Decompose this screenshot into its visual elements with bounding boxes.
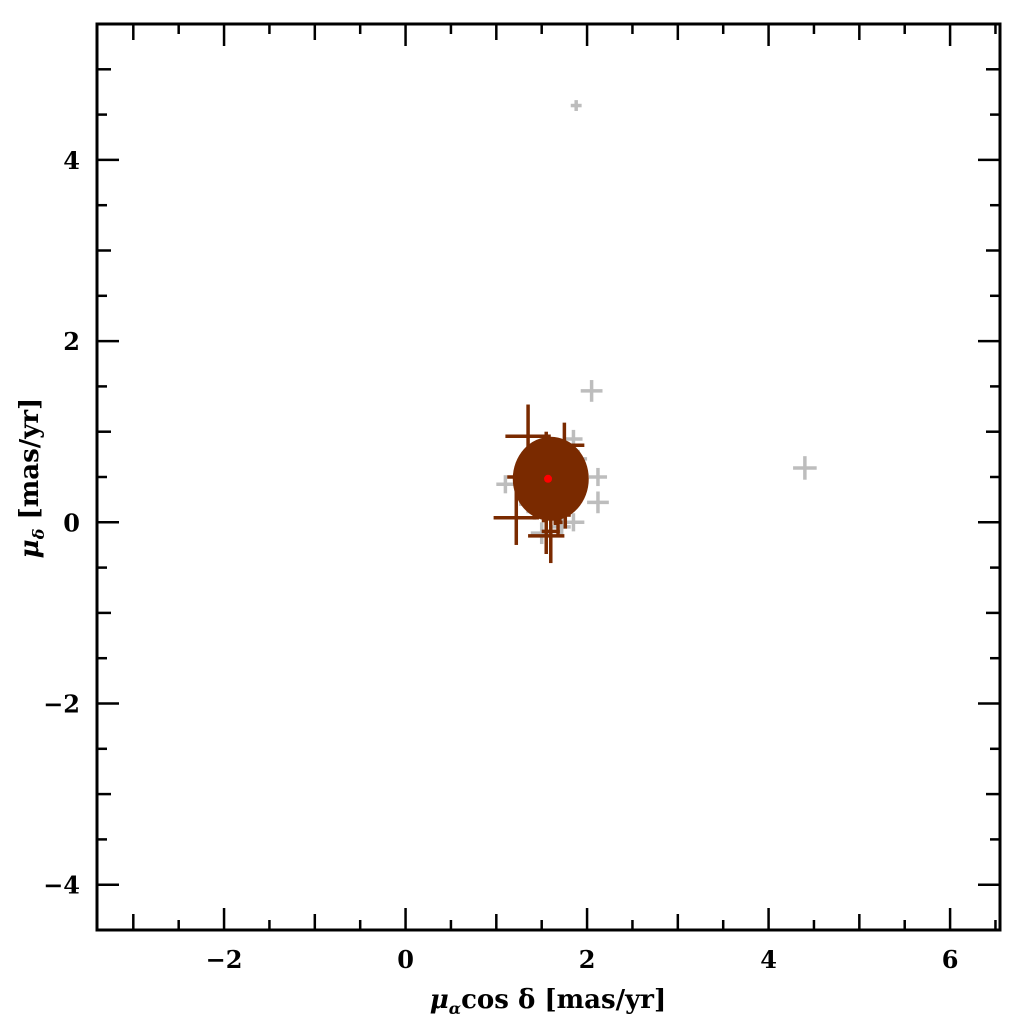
field-star-0 — [570, 100, 582, 111]
y-tick-label: −4 — [43, 871, 80, 900]
points-layer — [493, 100, 817, 564]
mean-motion-point — [544, 474, 553, 483]
y-tick-label: 0 — [63, 508, 80, 537]
field-star-4 — [587, 491, 609, 514]
member-star-3 — [493, 490, 539, 545]
x-tick-label: 0 — [397, 945, 414, 974]
x-tick-label: −2 — [206, 945, 243, 974]
field-star-2 — [793, 456, 817, 480]
tick-labels: −2 0 2 4 6 −4 −2 0 2 4 — [43, 146, 958, 974]
field-star-7 — [530, 522, 553, 545]
y-axis-label: μδ [mas/yr] — [15, 398, 48, 559]
field-star-5 — [496, 475, 515, 494]
x-tick-label: 2 — [579, 945, 596, 974]
x-tick-label: 4 — [760, 945, 777, 974]
plot-frame — [95, 22, 1002, 932]
y-tick-label: −2 — [43, 690, 80, 719]
x-tick-label: 6 — [942, 945, 959, 974]
field-star-1 — [580, 380, 603, 402]
field-star-3 — [588, 467, 608, 487]
y-tick-label: 4 — [63, 146, 80, 175]
y-tick-label: 2 — [63, 327, 80, 356]
x-axis-label: μαcos δ [mas/yr] — [430, 985, 667, 1018]
